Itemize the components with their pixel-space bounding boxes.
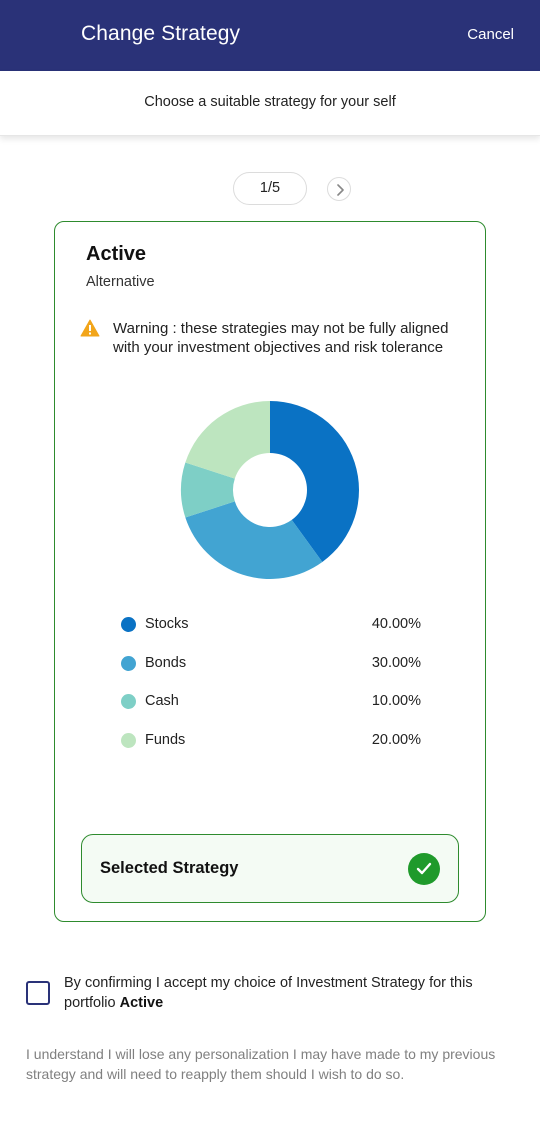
pager-indicator: 1/5 xyxy=(233,172,307,205)
legend-value: 40.00% xyxy=(371,616,421,632)
legend-item-bonds: Bonds 30.00% xyxy=(121,653,421,692)
legend-value: 30.00% xyxy=(371,654,421,671)
legend-dot xyxy=(121,732,136,748)
legend-value: 10.00% xyxy=(371,693,421,709)
legend-item-funds: Funds 20.00% xyxy=(121,730,421,769)
legend-item-cash: Cash 10.00% xyxy=(121,691,421,730)
legend-label: Stocks xyxy=(145,616,189,632)
allocation-donut-chart xyxy=(181,401,359,579)
selected-strategy-label: Selected Strategy xyxy=(100,859,239,877)
legend-dot xyxy=(121,694,136,709)
legend-dot xyxy=(121,617,136,632)
confirm-text-body: By confirming I accept my choice of Inve… xyxy=(64,975,473,1011)
subheader-text: Choose a suitable strategy for your self xyxy=(144,94,396,110)
strategy-name: Active xyxy=(86,243,147,265)
legend-dot xyxy=(121,655,136,671)
donut-slice-cash xyxy=(181,462,235,518)
legend-label: Funds xyxy=(145,731,186,748)
strategy-card: Active Alternative Warning : these strat… xyxy=(54,221,486,922)
selected-strategy-button[interactable]: Selected Strategy xyxy=(81,834,459,903)
legend-value: 20.00% xyxy=(371,731,421,748)
next-strategy-button[interactable] xyxy=(327,177,351,201)
chevron-right-icon xyxy=(337,184,344,196)
cancel-button[interactable]: Cancel xyxy=(467,26,514,43)
check-circle-icon xyxy=(408,853,440,885)
confirm-strategy-name: Active xyxy=(119,994,164,1011)
disclaimer-text: I understand I will lose any personaliza… xyxy=(26,1046,496,1082)
warning-text: Warning : these strategies may not be fu… xyxy=(113,320,449,356)
legend-label: Cash xyxy=(145,693,179,709)
donut-slice-bonds xyxy=(185,501,323,579)
donut-slice-stocks xyxy=(270,401,359,563)
warning-icon xyxy=(80,319,100,337)
confirm-text: By confirming I accept my choice of Inve… xyxy=(64,974,504,1013)
allocation-legend: Stocks 40.00% Bonds 30.00% Cash 10.00% Funds 20… xyxy=(121,614,421,768)
page-title: Change Strategy xyxy=(81,22,241,45)
legend-item-stocks: Stocks 40.00% xyxy=(121,614,421,653)
strategy-type: Alternative xyxy=(86,274,155,290)
legend-label: Bonds xyxy=(145,654,187,671)
donut-slice-funds xyxy=(185,401,270,479)
header-bar: Change Strategy Cancel xyxy=(0,0,540,71)
confirm-checkbox[interactable] xyxy=(26,981,50,1005)
subheader: Choose a suitable strategy for your self xyxy=(0,71,540,136)
